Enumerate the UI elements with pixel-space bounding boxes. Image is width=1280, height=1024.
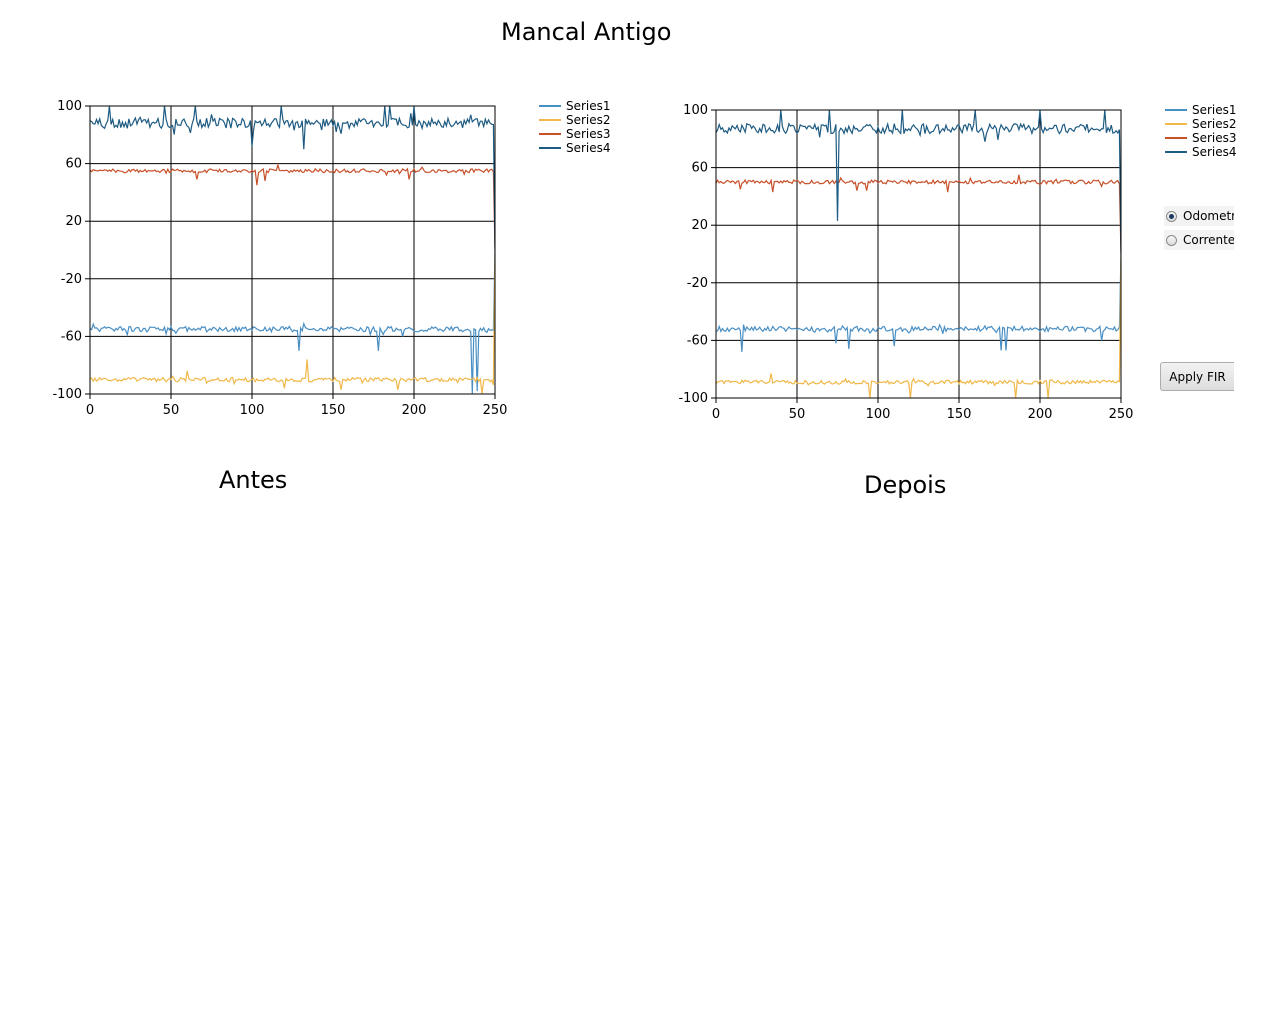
x-tick-label: 100 [866, 407, 891, 422]
radio-odometria-circle[interactable] [1166, 210, 1177, 222]
legend-label-series2: Series2 [566, 113, 611, 127]
legend-label-series3: Series3 [566, 127, 611, 141]
y-tick-label: 20 [65, 214, 82, 229]
series-line-series3 [716, 174, 1121, 255]
y-tick-label: -20 [61, 272, 82, 287]
radio-odometria-label: Odometria [1183, 209, 1234, 223]
y-tick-label: 60 [65, 157, 82, 172]
x-tick-label: 250 [483, 403, 508, 418]
legend-label-series4: Series4 [1192, 145, 1237, 159]
series-line-series3 [90, 162, 495, 251]
legend-label-series1: Series1 [1192, 103, 1237, 117]
series-line-series2 [90, 249, 495, 394]
y-tick-label: 60 [691, 161, 708, 176]
series-line-series2 [716, 253, 1121, 398]
x-tick-label: 250 [1109, 407, 1134, 422]
chart-after: 0 50 100 150 200 2501006020-20-60-100Series1S… [678, 103, 1237, 422]
chart-before: 0 50 100 150 200 2501006020-20-60-100Series1S… [52, 99, 611, 418]
x-tick-label: 50 [789, 407, 806, 422]
plot-frame [715, 109, 1122, 399]
y-tick-label: 20 [691, 218, 708, 233]
signal-radio-group: Odometria Corrente [1164, 206, 1234, 254]
legend-label-series1: Series1 [566, 99, 611, 113]
plot-frame [89, 105, 496, 395]
caption-after: Depois [864, 471, 947, 499]
legend-label-series2: Series2 [1192, 117, 1237, 131]
x-tick-label: 150 [321, 403, 346, 418]
radio-corrente[interactable]: Corrente [1164, 230, 1234, 250]
apply-fir-button[interactable]: Apply FIR [1160, 362, 1234, 391]
y-tick-label: -20 [687, 276, 708, 291]
legend-label-series4: Series4 [566, 141, 611, 155]
legend-label-series3: Series3 [1192, 131, 1237, 145]
y-tick-label: 100 [683, 103, 708, 118]
radio-odometria[interactable]: Odometria [1164, 206, 1234, 226]
page-title: Mancal Antigo [501, 18, 672, 46]
y-tick-label: -100 [678, 391, 708, 406]
y-tick-label: -60 [61, 329, 82, 344]
x-tick-label: 50 [163, 403, 180, 418]
radio-corrente-circle[interactable] [1166, 234, 1177, 246]
x-tick-label: 0 [712, 407, 720, 422]
radio-corrente-label: Corrente [1183, 233, 1234, 247]
x-tick-label: 200 [402, 403, 427, 418]
y-tick-label: -60 [687, 333, 708, 348]
caption-before: Antes [219, 466, 288, 494]
y-tick-label: -100 [52, 387, 82, 402]
series-line-series1 [90, 249, 495, 394]
x-tick-label: 0 [86, 403, 94, 418]
x-tick-label: 200 [1028, 407, 1053, 422]
series-line-series1 [716, 253, 1121, 352]
series-line-series4 [90, 106, 495, 251]
series-line-series4 [716, 110, 1121, 255]
y-tick-label: 100 [57, 99, 82, 114]
x-tick-label: 100 [240, 403, 265, 418]
x-tick-label: 150 [947, 407, 972, 422]
